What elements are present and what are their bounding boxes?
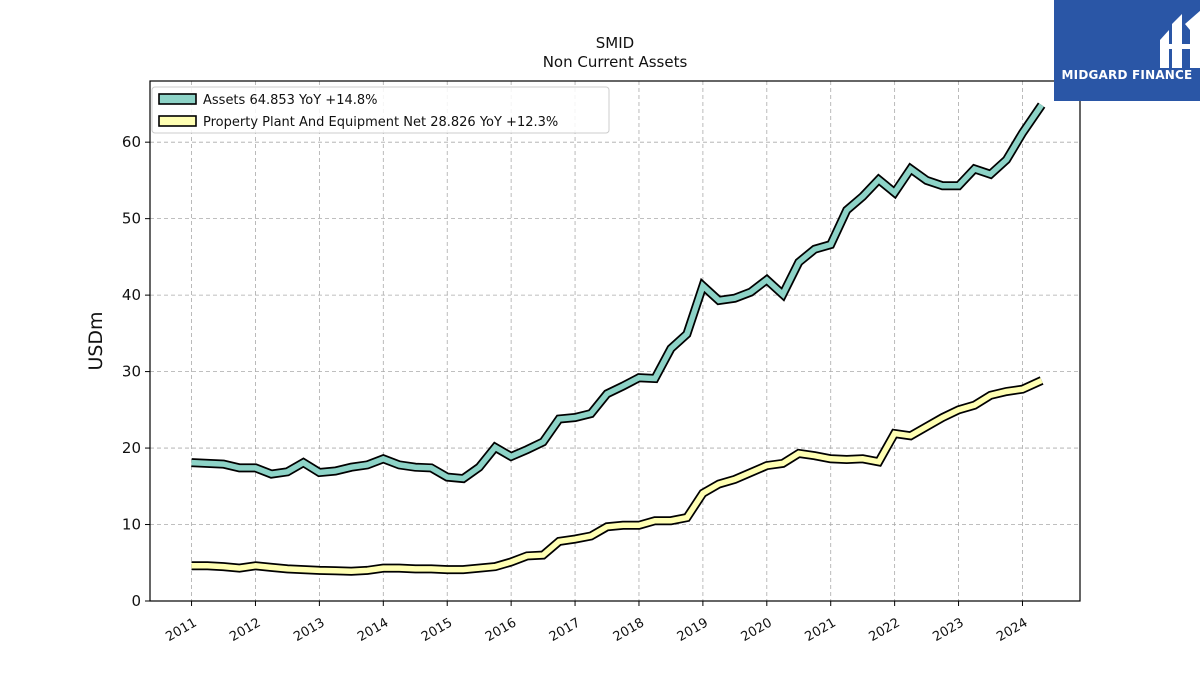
x-tick-label: 2019 [675, 615, 711, 645]
x-tick-label: 2022 [866, 615, 902, 645]
brand-name: MIDGARD FINANCE [1061, 68, 1193, 82]
x-tick-label: 2016 [483, 615, 519, 645]
x-tick-label: 2018 [611, 615, 647, 645]
chart-subtitle: Non Current Assets [542, 53, 688, 71]
y-axis-label: USDm [85, 311, 107, 370]
x-tick-label: 2024 [994, 615, 1030, 645]
logo-mark-icon [1160, 10, 1200, 68]
y-tick-label: 30 [122, 363, 141, 381]
x-tick-label: 2020 [739, 615, 775, 645]
series-line-ppe [191, 377, 1043, 574]
legend: Assets 64.853 YoY +14.8% Property Plant … [151, 86, 610, 134]
x-tick-label: 2012 [227, 615, 263, 645]
x-tick-label: 2021 [803, 615, 839, 645]
x-tick-label: 2017 [547, 615, 583, 645]
x-tick-label: 2023 [930, 615, 966, 645]
legend-box [151, 86, 610, 134]
grid-lines [150, 81, 1080, 602]
chart-title: SMID [595, 34, 635, 52]
y-tick-label: 60 [122, 133, 141, 151]
y-tick-label: 50 [122, 210, 141, 228]
legend-label-assets: Assets 64.853 YoY +14.8% [203, 93, 378, 108]
y-tick-label: 40 [122, 286, 141, 304]
plot-area-frame [149, 80, 1081, 602]
y-tick-label: 20 [122, 439, 141, 457]
brand-logo: MIDGARD FINANCE [1054, 0, 1200, 101]
y-tick-label: 10 [122, 516, 141, 534]
series-line-assets [191, 103, 1044, 482]
x-tick-label: 2015 [419, 615, 455, 645]
legend-label-ppe: Property Plant And Equipment Net 28.826 … [203, 115, 558, 130]
legend-swatch-ppe [158, 115, 197, 127]
y-tick-label: 0 [131, 592, 141, 610]
x-tick-label: 2014 [355, 615, 391, 645]
x-tick-label: 2013 [291, 615, 327, 645]
series-lines [191, 102, 1046, 576]
x-tick-label: 2011 [163, 615, 199, 645]
legend-swatch-assets [158, 93, 197, 105]
